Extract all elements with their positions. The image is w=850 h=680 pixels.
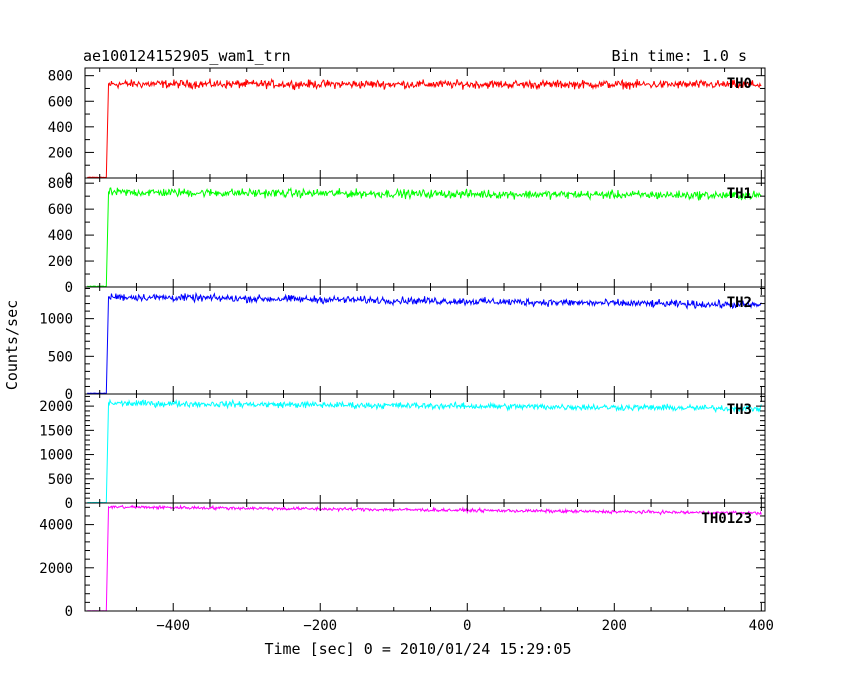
panel-th1: 0 200 400 600 800 TH1 xyxy=(48,176,766,296)
x-tick-label: −400 xyxy=(156,618,190,634)
y-tick-label: 400 xyxy=(48,120,73,136)
y-tick-label: 0 xyxy=(65,387,73,403)
series-line-th0123 xyxy=(87,504,762,612)
panel-label-th1: TH1 xyxy=(727,186,752,202)
series-line-th2 xyxy=(87,291,762,394)
y-tick-label: 400 xyxy=(48,228,73,244)
panel-label-th0123: TH0123 xyxy=(701,511,752,527)
y-tick-label: 0 xyxy=(65,171,73,187)
y-tick-label: 600 xyxy=(48,202,73,218)
panel-th2: 0 500 1000 TH2 xyxy=(39,286,766,403)
y-tick-label: 200 xyxy=(48,145,73,161)
panel-th3: 0 500 1000 1500 2000 TH3 xyxy=(39,393,766,512)
panel-frame xyxy=(84,393,766,504)
panel-label-th0: TH0 xyxy=(727,76,752,92)
y-tick-label: 600 xyxy=(48,94,73,110)
y-tick-label: 1000 xyxy=(39,448,73,464)
y-tick-label: 0 xyxy=(65,496,73,512)
panel-stack: 0 200 400 600 800 TH0 0 200 400 600 800 TH1 0 500 1000… xyxy=(39,67,766,620)
chart-title: ae100124152905_wam1_trn xyxy=(83,47,291,65)
y-tick-label: 500 xyxy=(48,349,73,365)
series-line-th3 xyxy=(87,398,762,504)
panel-th0123: 0 2000 4000 TH0123 xyxy=(39,502,766,620)
y-tick-label: 800 xyxy=(48,69,73,85)
series-line-th1 xyxy=(87,186,762,288)
y-tick-label: 200 xyxy=(48,254,73,270)
panel-th0: 0 200 400 600 800 TH0 xyxy=(48,67,766,187)
y-tick-label: 1500 xyxy=(39,423,73,439)
y-axis-label: Counts/sec xyxy=(3,300,21,390)
y-tick-label: 800 xyxy=(48,176,73,192)
y-tick-label: 1000 xyxy=(39,312,73,328)
x-axis: −400 −200 0 200 400 xyxy=(156,618,774,634)
x-tick-label: −200 xyxy=(303,618,337,634)
y-tick-label: 500 xyxy=(48,472,73,488)
y-tick-label: 4000 xyxy=(39,518,73,534)
y-tick-label: 0 xyxy=(65,280,73,296)
y-tick-label: 2000 xyxy=(39,561,73,577)
x-tick-label: 200 xyxy=(602,618,627,634)
y-tick-label: 0 xyxy=(65,604,73,620)
bin-time-label: Bin time: 1.0 s xyxy=(612,47,747,65)
series-line-th0 xyxy=(87,77,762,179)
panel-label-th2: TH2 xyxy=(727,295,752,311)
y-tick-label: 2000 xyxy=(39,399,73,415)
panel-frame xyxy=(84,502,766,612)
x-tick-label: 400 xyxy=(749,618,774,634)
x-axis-label: Time [sec] 0 = 2010/01/24 15:29:05 xyxy=(264,640,571,658)
panel-label-th3: TH3 xyxy=(727,402,752,418)
x-tick-label: 0 xyxy=(463,618,471,634)
